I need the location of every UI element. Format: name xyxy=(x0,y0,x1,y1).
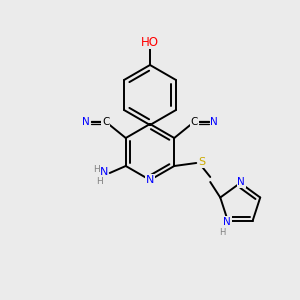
Text: HO: HO xyxy=(141,35,159,49)
Text: C: C xyxy=(102,117,110,127)
Text: H: H xyxy=(96,176,103,185)
Text: H: H xyxy=(93,166,100,175)
Text: N: N xyxy=(237,177,245,187)
Text: S: S xyxy=(199,157,206,167)
Text: C: C xyxy=(190,117,198,127)
Text: N: N xyxy=(82,117,90,127)
Text: N: N xyxy=(223,217,231,227)
Text: N: N xyxy=(146,175,154,185)
Text: N: N xyxy=(210,117,218,127)
Text: N: N xyxy=(100,167,108,177)
Text: H: H xyxy=(219,229,225,238)
